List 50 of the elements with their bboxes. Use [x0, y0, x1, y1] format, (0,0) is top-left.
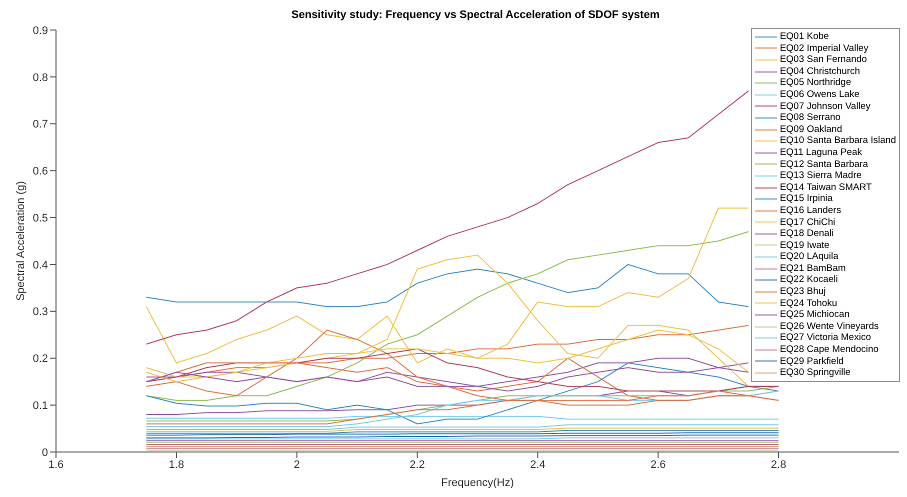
legend-label: EQ01 Kobe — [780, 31, 829, 43]
legend-label: EQ18 Denali — [780, 228, 834, 240]
legend-label: EQ19 Iwate — [780, 240, 830, 252]
legend-label: EQ27 Victoria Mexico — [780, 332, 871, 344]
y-tick-label: 0.9 — [32, 24, 48, 37]
x-tick-label: 2.6 — [650, 458, 666, 471]
chart-title: Sensitivity study: Frequency vs Spectral Acceleration of SDOF system — [290, 8, 661, 22]
y-tick-label: 0.3 — [32, 306, 48, 318]
legend-label: EQ10 Santa Barbara Island — [780, 135, 896, 147]
y-tick-label: 0.4 — [32, 259, 48, 272]
legend-label: EQ28 Cape Mendocino — [780, 344, 879, 356]
legend-label: EQ11 Laguna Peak — [780, 146, 862, 159]
x-tick-label: 2.2 — [410, 458, 425, 471]
legend-label: EQ17 ChiChi — [780, 216, 836, 228]
legend-label: EQ03 San Fernando — [780, 54, 867, 66]
legend-label: EQ09 Oakland — [780, 124, 842, 136]
legend-label: EQ08 Serrano — [780, 112, 841, 124]
legend-label: EQ21 BamBam — [780, 262, 846, 274]
x-tick-label: 1.6 — [48, 458, 64, 471]
legend-label: EQ12 Santa Barbara — [780, 158, 868, 170]
legend-label: EQ02 Imperial Valley — [780, 42, 868, 54]
y-axis-title: Spectral Acceleration (g) — [14, 181, 27, 301]
y-tick-label: 0.2 — [32, 353, 48, 366]
legend-label: EQ23 Bhuj — [780, 286, 826, 298]
legend-label: EQ06 Owens Lake — [780, 88, 860, 101]
legend-label: EQ20 LAquila — [780, 251, 838, 263]
legend-label: EQ05 Northridge — [780, 77, 852, 89]
legend-label: EQ14 Taiwan SMART — [780, 182, 872, 194]
x-tick-label: 2.4 — [530, 458, 546, 471]
legend-label: EQ07 Johnson Valley — [780, 100, 870, 112]
y-tick-label: 0.1 — [32, 400, 48, 412]
y-tick-label: 0.8 — [32, 72, 48, 84]
legend-label: EQ22 Kocaeli — [780, 274, 838, 286]
x-tick-label: 2.8 — [770, 458, 786, 471]
legend-label: EQ29 Parkfield — [780, 356, 844, 368]
legend-label: EQ15 Irpinia — [780, 193, 833, 205]
y-tick-label: 0 — [42, 446, 48, 459]
y-tick-label: 0.7 — [32, 118, 48, 131]
y-tick-label: 0.6 — [32, 166, 48, 178]
x-tick-label: 1.8 — [168, 458, 184, 471]
legend-label: EQ24 Tohoku — [780, 298, 838, 310]
legend-label: EQ25 Michiocan — [780, 309, 850, 321]
y-tick-label: 0.5 — [32, 212, 48, 224]
legend-label: EQ13 Sierra Madre — [780, 170, 862, 182]
x-axis-title: Frequency(Hz) — [441, 477, 514, 489]
legend-label: EQ26 Wente Vineyards — [780, 320, 879, 332]
x-tick-label: 2 — [294, 458, 300, 471]
legend-label: EQ04 Christchurch — [780, 66, 860, 78]
legend-label: EQ16 Landers — [780, 204, 842, 216]
legend-label: EQ30 Springville — [780, 367, 851, 379]
